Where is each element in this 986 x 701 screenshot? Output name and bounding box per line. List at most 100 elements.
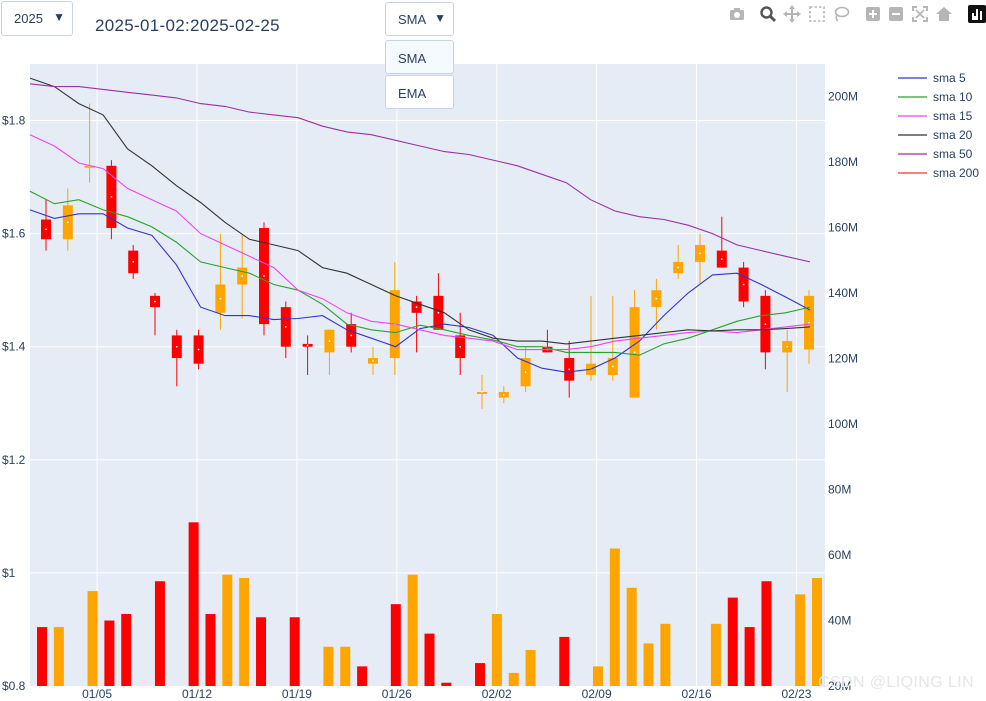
- volume-bar: [491, 613, 502, 686]
- candle-center-dot: [764, 323, 767, 326]
- volume-bar: [508, 672, 519, 686]
- volume-bar: [205, 613, 216, 686]
- candle-body: [477, 391, 487, 394]
- volume-bar: [121, 613, 132, 686]
- candle-center-dot: [568, 368, 571, 371]
- candle-center-dot: [502, 393, 505, 396]
- volume-bar: [340, 646, 351, 686]
- volume-bar: [475, 663, 486, 686]
- volume-tick-label: 100M: [828, 417, 858, 431]
- volume-bars: [37, 522, 822, 686]
- candle-center-dot: [284, 326, 287, 328]
- axis-labels: $0.8 $1 $1.2 $1.4 $1.6 $1.8 20M 40M 60M 80M 100M 12…: [2, 90, 858, 701]
- autoscale-icon[interactable]: [910, 4, 930, 24]
- ma-option-sma[interactable]: SMA: [385, 40, 454, 74]
- ma-type-dropdown[interactable]: SMA ▼: [385, 2, 454, 36]
- candle-center-dot: [699, 252, 701, 255]
- watermark: CSDN @LIQING LIN: [818, 674, 975, 691]
- legend-item[interactable]: sma 5: [898, 71, 966, 85]
- date-tick-label: 01/26: [382, 687, 412, 701]
- pan-icon[interactable]: [782, 4, 802, 24]
- candle-center-dot: [655, 297, 658, 300]
- candle-center-dot: [350, 334, 353, 337]
- candle-center-dot: [45, 228, 47, 231]
- legend-item[interactable]: sma 200: [898, 166, 979, 180]
- volume-bar: [660, 623, 671, 686]
- volume-bar: [424, 633, 435, 686]
- volume-bar: [357, 666, 368, 686]
- volume-bar: [761, 581, 772, 686]
- volume-bar: [609, 548, 620, 686]
- candle-center-dot: [197, 348, 200, 351]
- price-tick-label: $1.8: [2, 114, 26, 128]
- volume-tick-label: 60M: [828, 548, 851, 562]
- volume-bar: [87, 591, 98, 686]
- candle-center-dot: [263, 275, 265, 277]
- volume-bar: [289, 617, 300, 686]
- zoom-icon[interactable]: [758, 4, 778, 24]
- legend-item[interactable]: sma 15: [898, 109, 973, 123]
- candle-center-dot: [677, 266, 680, 269]
- volume-bar: [323, 646, 334, 686]
- candle-center-dot: [110, 195, 113, 198]
- candle-center-dot: [66, 221, 69, 224]
- candle-center-dot: [328, 340, 331, 342]
- volume-bar: [626, 587, 637, 686]
- volume-bar: [37, 627, 47, 686]
- sma-lines: [29, 77, 811, 373]
- ma-option-sma-label: SMA: [398, 51, 427, 66]
- legend-item[interactable]: sma 20: [898, 128, 973, 142]
- ma-option-ema-label: EMA: [398, 86, 427, 101]
- candle-center-dot: [437, 311, 440, 314]
- volume-bar: [559, 636, 570, 686]
- candle-center-dot: [633, 351, 636, 354]
- year-dropdown-value: 2025: [14, 11, 43, 26]
- sma-line: [29, 209, 811, 373]
- volume-bar: [154, 581, 165, 686]
- volume-bar: [256, 617, 267, 686]
- volume-bar: [812, 577, 822, 686]
- ma-option-ema[interactable]: EMA: [385, 75, 454, 109]
- plotly-logo-icon[interactable]: [967, 4, 986, 24]
- volume-bar: [441, 682, 452, 686]
- zoom-in-icon[interactable]: [863, 4, 883, 24]
- volume-bar: [710, 623, 721, 686]
- ma-type-dropdown-value: SMA: [398, 12, 427, 27]
- legend-item[interactable]: sma 50: [898, 147, 973, 161]
- candle-center-dot: [154, 300, 156, 303]
- volume-tick-label: 200M: [828, 90, 858, 104]
- sma-line: [29, 190, 811, 356]
- price-tick-label: $1.2: [2, 453, 26, 467]
- date-tick-label: 01/12: [182, 687, 212, 701]
- candle-center-dot: [742, 283, 745, 286]
- candle-center-dot: [611, 365, 614, 368]
- year-dropdown[interactable]: 2025 ▼: [1, 1, 73, 36]
- lasso-icon[interactable]: [831, 4, 851, 24]
- legend-label: sma 20: [933, 128, 973, 142]
- candle-center-dot: [720, 258, 723, 260]
- candle-center-dot: [808, 321, 810, 324]
- volume-bar: [795, 594, 806, 686]
- legend-label: sma 5: [933, 71, 966, 85]
- plot-background: [30, 64, 825, 686]
- volume-bar: [525, 649, 536, 686]
- legend-item[interactable]: sma 10: [898, 90, 973, 104]
- volume-tick-label: 180M: [828, 155, 858, 169]
- camera-icon[interactable]: [727, 4, 747, 24]
- volume-bar: [592, 666, 603, 686]
- chevron-down-icon: ▼: [434, 11, 446, 25]
- volume-bar: [643, 643, 654, 686]
- volume-bar: [390, 604, 401, 686]
- date-tick-label: 02/16: [682, 687, 712, 701]
- box-select-icon[interactable]: [807, 4, 827, 24]
- legend-label: sma 10: [933, 90, 973, 104]
- legend[interactable]: sma 5 sma 10 sma 15 sma 20 sma 50 sma 200: [898, 71, 979, 180]
- price-tick-label: $0.8: [2, 679, 26, 693]
- volume-bar: [222, 574, 233, 686]
- volume-tick-label: 20M: [828, 679, 851, 693]
- date-range-label: 2025-01-02:2025-02-25: [95, 16, 280, 35]
- zoom-out-icon[interactable]: [886, 4, 906, 24]
- volume-tick-label: 140M: [828, 286, 858, 300]
- reset-axes-icon[interactable]: [934, 4, 954, 24]
